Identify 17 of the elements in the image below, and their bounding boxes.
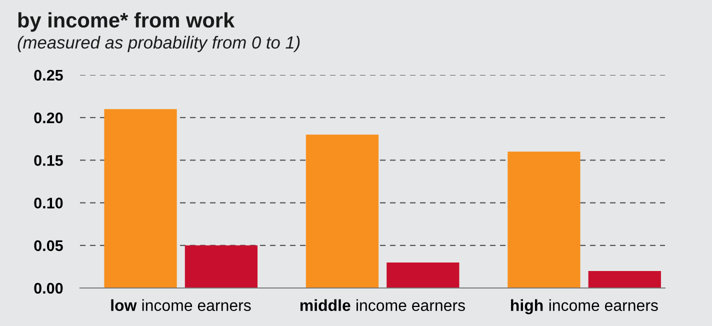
bar — [588, 270, 661, 288]
y-tick-label: 0.00 — [34, 282, 63, 294]
y-tick-label: 0.25 — [34, 70, 63, 81]
y-tick-label: 0.15 — [34, 155, 63, 166]
x-tick-label: high income earners — [511, 299, 658, 314]
bar — [386, 262, 460, 288]
bar — [184, 245, 258, 288]
x-tick-label: middle income earners — [300, 299, 465, 312]
bar — [306, 134, 379, 288]
x-tick-label: low income earners — [111, 299, 251, 312]
chart-title: by income* from work — [18, 12, 235, 32]
y-tick-label: 0.05 — [34, 240, 63, 252]
bar — [104, 109, 177, 288]
chart-subtitle: (measured as probability from 0 to 1) — [18, 36, 300, 52]
y-tick-label: 0.10 — [34, 198, 63, 208]
bar — [508, 152, 580, 288]
y-tick-label: 0.20 — [34, 112, 63, 124]
